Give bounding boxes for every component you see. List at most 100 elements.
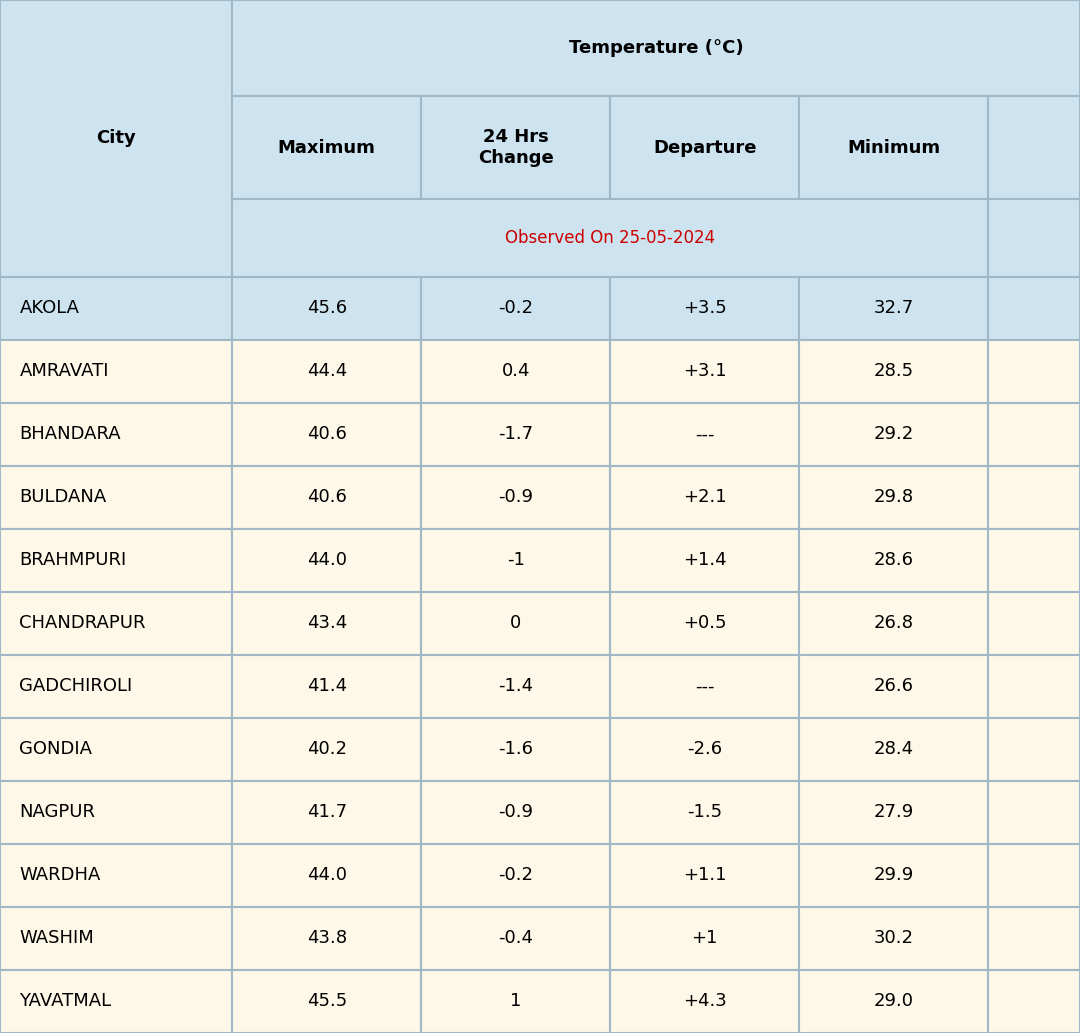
Bar	[0, 781, 232, 844]
Bar	[232, 0, 1080, 96]
Bar	[232, 655, 421, 718]
Text: Observed On 25-05-2024: Observed On 25-05-2024	[505, 229, 715, 247]
Text: Maximum: Maximum	[278, 138, 376, 157]
Bar	[610, 970, 799, 1033]
Text: 44.0: 44.0	[307, 867, 347, 884]
Text: 44.4: 44.4	[307, 363, 347, 380]
Text: -0.9: -0.9	[498, 804, 534, 821]
Bar	[232, 844, 421, 907]
Bar	[0, 466, 232, 529]
Text: 1: 1	[510, 993, 522, 1010]
Bar	[0, 907, 232, 970]
Bar	[799, 277, 988, 340]
Bar	[232, 907, 421, 970]
Text: BHANDARA: BHANDARA	[19, 426, 121, 443]
Text: +1.4: +1.4	[683, 552, 727, 569]
Bar	[0, 529, 232, 592]
Bar	[988, 592, 1080, 655]
Text: BULDANA: BULDANA	[19, 489, 107, 506]
Bar	[799, 529, 988, 592]
Text: 41.4: 41.4	[307, 678, 347, 695]
Bar	[988, 403, 1080, 466]
Bar	[232, 529, 421, 592]
Bar	[988, 844, 1080, 907]
Bar	[232, 718, 421, 781]
Text: 27.9: 27.9	[874, 804, 914, 821]
Bar	[610, 466, 799, 529]
Bar	[232, 340, 421, 403]
Bar	[610, 781, 799, 844]
Bar	[421, 96, 610, 199]
Text: -0.2: -0.2	[498, 867, 534, 884]
Text: 32.7: 32.7	[874, 300, 914, 317]
Bar	[610, 655, 799, 718]
Text: WASHIM: WASHIM	[19, 930, 94, 947]
Text: YAVATMAL: YAVATMAL	[19, 993, 111, 1010]
Bar	[232, 403, 421, 466]
Bar	[421, 718, 610, 781]
Text: 29.8: 29.8	[874, 489, 914, 506]
Text: GONDIA: GONDIA	[19, 741, 93, 758]
Text: 43.4: 43.4	[307, 615, 347, 632]
Text: 30.2: 30.2	[874, 930, 914, 947]
Bar	[988, 718, 1080, 781]
Text: 40.6: 40.6	[307, 426, 347, 443]
Bar	[610, 592, 799, 655]
Text: 45.5: 45.5	[307, 993, 347, 1010]
Text: -0.9: -0.9	[498, 489, 534, 506]
Bar	[0, 0, 232, 277]
Bar	[0, 403, 232, 466]
Bar	[421, 340, 610, 403]
Bar	[232, 970, 421, 1033]
Bar	[0, 718, 232, 781]
Bar	[799, 781, 988, 844]
Bar	[610, 277, 799, 340]
Bar	[421, 655, 610, 718]
Bar	[988, 655, 1080, 718]
Bar	[421, 466, 610, 529]
Text: WARDHA: WARDHA	[19, 867, 100, 884]
Text: Minimum: Minimum	[847, 138, 941, 157]
Text: AKOLA: AKOLA	[19, 300, 80, 317]
Text: 0.4: 0.4	[501, 363, 530, 380]
Text: 28.6: 28.6	[874, 552, 914, 569]
Text: 40.2: 40.2	[307, 741, 347, 758]
Text: City: City	[96, 129, 136, 148]
Bar	[0, 340, 232, 403]
Bar	[0, 655, 232, 718]
Bar	[610, 529, 799, 592]
Text: 44.0: 44.0	[307, 552, 347, 569]
Text: 29.2: 29.2	[874, 426, 914, 443]
Text: 29.0: 29.0	[874, 993, 914, 1010]
Bar	[421, 781, 610, 844]
Bar	[988, 340, 1080, 403]
Bar	[232, 592, 421, 655]
Text: 29.9: 29.9	[874, 867, 914, 884]
Bar	[232, 96, 421, 199]
Text: +4.3: +4.3	[683, 993, 727, 1010]
Bar	[610, 340, 799, 403]
Bar	[988, 781, 1080, 844]
Bar	[799, 96, 988, 199]
Text: +0.5: +0.5	[683, 615, 727, 632]
Bar	[610, 718, 799, 781]
Bar	[421, 844, 610, 907]
Text: -0.2: -0.2	[498, 300, 534, 317]
Text: 28.4: 28.4	[874, 741, 914, 758]
Bar	[988, 907, 1080, 970]
Bar	[799, 592, 988, 655]
Text: +3.1: +3.1	[683, 363, 727, 380]
Text: CHANDRAPUR: CHANDRAPUR	[19, 615, 146, 632]
Text: GADCHIROLI: GADCHIROLI	[19, 678, 133, 695]
Bar	[421, 403, 610, 466]
Text: 0: 0	[510, 615, 522, 632]
Bar	[610, 403, 799, 466]
Bar	[0, 844, 232, 907]
Text: -1.7: -1.7	[498, 426, 534, 443]
Bar	[988, 96, 1080, 199]
Text: ---: ---	[694, 426, 715, 443]
Text: -1.4: -1.4	[498, 678, 534, 695]
Bar	[988, 466, 1080, 529]
Bar	[799, 844, 988, 907]
Text: 24 Hrs
Change: 24 Hrs Change	[477, 128, 554, 167]
